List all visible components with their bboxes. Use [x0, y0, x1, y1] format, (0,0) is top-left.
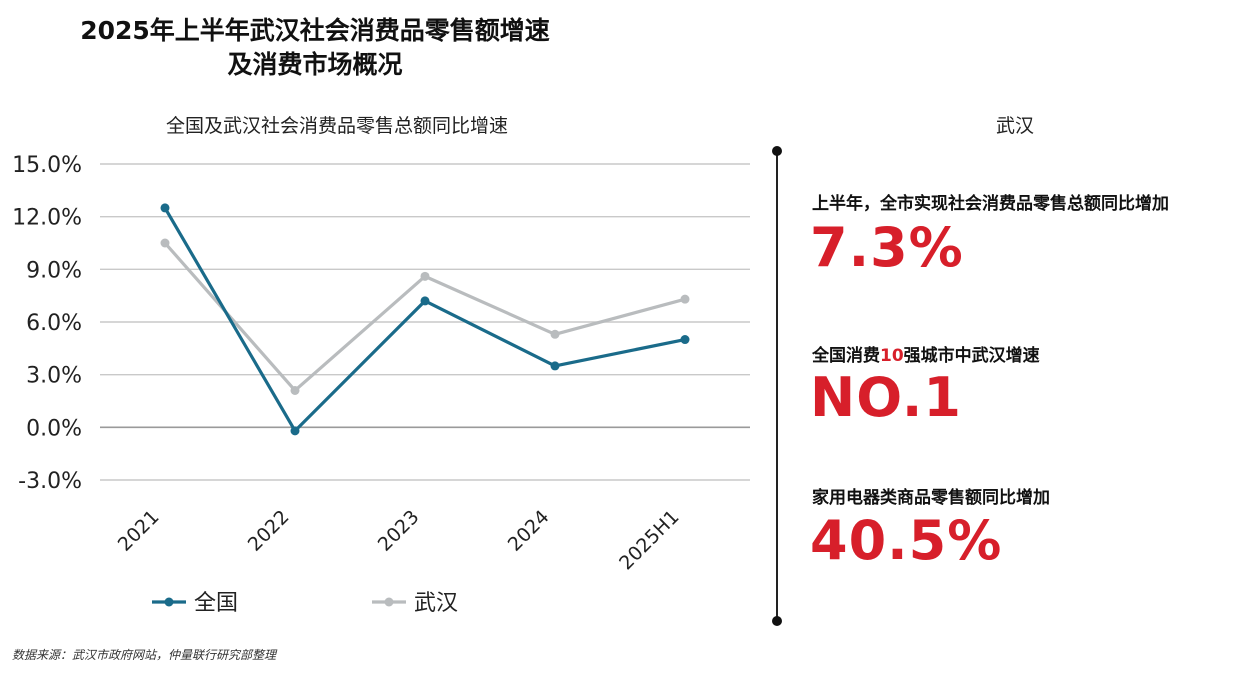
y-tick-label: -3.0%	[18, 469, 82, 494]
series-line-wuhan	[163, 241, 686, 393]
series-lines	[160, 203, 690, 436]
legend-label: 武汉	[414, 591, 458, 616]
vertical-divider	[776, 151, 778, 621]
chart-title: 全国及武汉社会消费品零售总额同比增速	[165, 115, 508, 137]
x-tick-label: 2021	[114, 506, 164, 556]
stat-label-rank-suffix: 强城市中武汉增速	[903, 346, 1040, 366]
line-chart: 15.0% 12.0% 9.0% 6.0% 3.0% 0.0% -3.0% 2021 2022…	[12, 153, 750, 616]
stat-label-rank-prefix: 全国消费	[812, 346, 880, 366]
stat-value-retail: 7.3%	[810, 216, 964, 279]
y-axis-ticks: 15.0% 12.0% 9.0% 6.0% 3.0% 0.0% -3.0%	[12, 153, 82, 494]
divider-top-dot	[772, 146, 782, 156]
legend-swatch-dot	[164, 597, 174, 607]
legend: 全国 武汉	[152, 591, 458, 616]
stat-label-rank: 全国消费10强城市中武汉增速	[812, 341, 1040, 366]
y-tick-label: 6.0%	[26, 311, 82, 336]
divider-bottom-dot	[772, 616, 782, 626]
x-tick-label: 2025H1	[615, 506, 683, 574]
y-tick-label: 15.0%	[12, 153, 82, 178]
x-tick-label: 2022	[244, 506, 294, 556]
page-title: 2025年上半年武汉社会消费品零售额增速 及消费市场概况	[30, 14, 600, 82]
y-tick-label: 0.0%	[26, 416, 82, 441]
x-tick-label: 2023	[374, 506, 424, 556]
stat-value-rank: NO.1	[810, 366, 962, 429]
data-point	[160, 203, 170, 213]
data-point	[550, 361, 560, 371]
x-axis-ticks: 2021 2022 2023 2024 2025H1	[114, 506, 684, 574]
legend-swatch-dot	[384, 597, 394, 607]
stat-value-appliances: 40.5%	[810, 509, 1003, 572]
data-point	[420, 296, 430, 306]
page-title-line1: 2025年上半年武汉社会消费品零售额增速	[80, 16, 550, 45]
data-point	[290, 426, 300, 436]
legend-label: 全国	[194, 591, 238, 616]
source-note: 数据来源：武汉市政府网站，仲量联行研究部整理	[12, 648, 277, 662]
y-tick-label: 9.0%	[26, 258, 82, 283]
y-tick-label: 12.0%	[12, 206, 82, 231]
data-point	[680, 294, 690, 304]
panel-title: 武汉	[995, 115, 1034, 137]
data-point	[420, 271, 430, 281]
data-point	[550, 329, 560, 339]
y-tick-label: 3.0%	[26, 364, 82, 389]
data-point	[680, 335, 690, 345]
page-title-line2: 及消费市场概况	[227, 50, 403, 79]
stat-label-rank-highlight: 10	[880, 346, 904, 366]
x-tick-label: 2024	[504, 506, 554, 556]
stat-label-retail: 上半年，全市实现社会消费品零售总额同比增加	[812, 194, 1169, 214]
stat-label-appliances: 家用电器类商品零售额同比增加	[812, 488, 1050, 508]
data-point	[290, 385, 300, 395]
grid-lines	[100, 163, 750, 481]
data-point	[160, 238, 170, 248]
